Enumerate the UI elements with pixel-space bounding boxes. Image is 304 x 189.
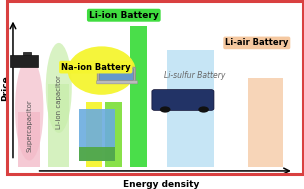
Bar <box>10 55 38 67</box>
Bar <box>79 147 115 160</box>
Bar <box>167 50 214 167</box>
Text: Price: Price <box>1 75 10 101</box>
FancyBboxPatch shape <box>152 90 214 110</box>
Text: Li-ion capacitor: Li-ion capacitor <box>56 75 62 129</box>
Text: Energy density: Energy density <box>123 180 199 189</box>
Bar <box>86 102 102 167</box>
Bar <box>130 26 147 167</box>
Text: Li-ion Battery: Li-ion Battery <box>89 11 159 20</box>
FancyBboxPatch shape <box>100 68 133 81</box>
Bar <box>23 52 31 55</box>
Circle shape <box>160 106 171 113</box>
Bar <box>48 84 69 167</box>
Bar <box>105 102 122 167</box>
Bar <box>18 112 40 167</box>
Ellipse shape <box>46 43 72 133</box>
Bar <box>79 109 115 160</box>
Text: Li-air Battery: Li-air Battery <box>225 38 288 47</box>
Text: Li-sulfur Battery: Li-sulfur Battery <box>164 71 226 80</box>
Ellipse shape <box>68 46 136 95</box>
Bar <box>248 77 283 167</box>
FancyBboxPatch shape <box>97 81 138 84</box>
Text: Supercapacitor: Supercapacitor <box>27 100 33 152</box>
Circle shape <box>198 106 209 113</box>
Text: Na-ion Battery: Na-ion Battery <box>61 63 130 72</box>
Ellipse shape <box>15 57 43 160</box>
FancyBboxPatch shape <box>97 67 136 84</box>
